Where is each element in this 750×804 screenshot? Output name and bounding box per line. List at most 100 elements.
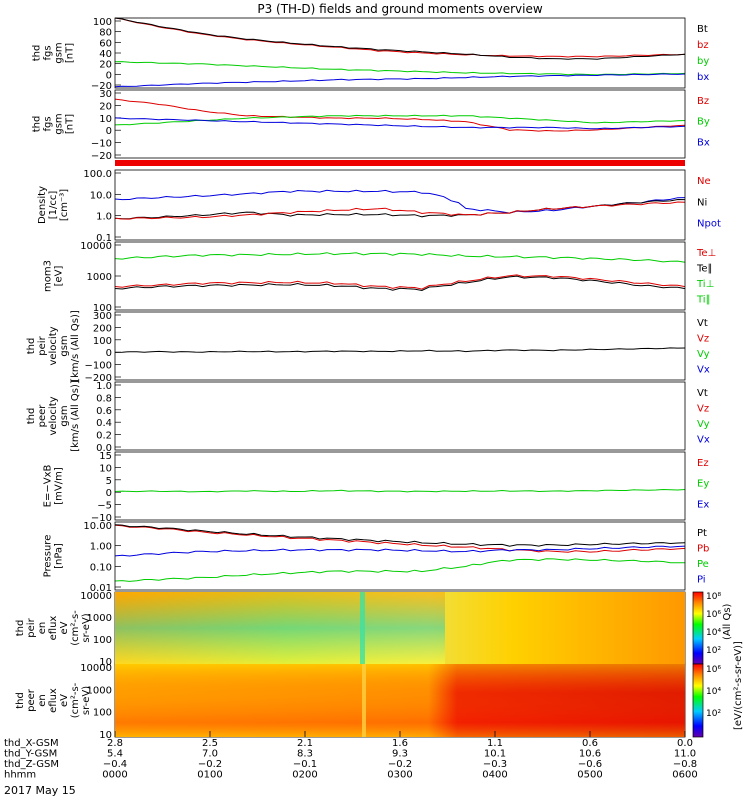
ephem-value: 0300 [387,770,412,781]
y-axis-label: [km/s (All Qs)] [70,310,81,382]
legend-Bt: Bt [697,24,708,35]
colorbar-electron [692,663,704,738]
y-tick-label: 0.8 [96,393,112,404]
legend-Bz: Bz [697,96,709,107]
legend-By: By [697,117,710,128]
y-tick-label: 1.00 [90,542,112,553]
legend-Vy: Vy [697,349,710,360]
y-tick-label: 1000 [87,685,112,696]
ephem-value: 9.3 [392,749,408,760]
series-Ni-line [114,198,686,220]
panel-frame [114,381,686,451]
y-axis-label: [nT] [65,114,76,134]
y-axis-label: en [37,694,48,707]
ephem-value: 0200 [292,770,317,781]
y-tick-label: −10 [91,139,112,150]
ephem-value: −0.6 [578,759,602,770]
y-tick-label: 10.0 [90,190,112,201]
ephem-value: 0.6 [582,738,598,749]
series-Ey-line [114,488,686,493]
y-axis-label: gsm [59,335,70,356]
y-axis-label: E=−VxB [43,465,54,508]
y-axis-label: [eV] [54,266,65,287]
y-tick-label: 10000 [80,591,112,602]
y-tick-label: 30 [99,89,112,100]
ephem-value: −0.8 [673,759,697,770]
y-axis-label: peir [26,617,37,637]
series-Pi-line [114,545,686,557]
y-tick-label: 100 [93,708,112,719]
ephem-value: 1.1 [487,738,503,749]
colorbar-ion [692,591,704,665]
y-axis-label: [nPa] [54,543,65,569]
y-axis-label: thd [15,620,26,637]
ephem-value: −0.4 [103,759,127,770]
legend-Vz: Vz [697,334,709,345]
y-axis-label: fgs [43,45,54,60]
colorbar-label-qs: (All Qs) [722,603,733,640]
ephem-value: −0.1 [293,759,317,770]
ephem-value: 0400 [482,770,507,781]
y-axis-label: (cm²-s- [70,682,81,718]
legend-Pt: Pt [697,528,707,539]
y-tick-label: 0.2 [96,431,112,442]
y-tick-label: −200 [85,373,112,384]
y-tick-label: −20 [91,151,112,162]
y-axis-label: velocity [48,396,59,435]
ephem-value: 7.0 [202,749,218,760]
y-tick-label: 20 [99,101,112,112]
y-tick-label: 0 [106,348,112,359]
ephem-label: hhmm [4,770,36,781]
series-Pb-line [114,524,686,553]
y-axis-label: Density [37,186,48,224]
y-axis-label: mom3 [43,260,54,292]
panel-4: 10000 1000 100 mom3 [eV] Te⊥ Te∥ Ti⊥ Ti∥ [43,241,717,314]
ephem-value: 0500 [577,770,602,781]
y-axis-label: en [37,622,48,635]
ephem-value: 5.4 [107,749,123,760]
y-tick-label: 10 [99,657,112,668]
legend-Vx: Vx [697,435,710,446]
y-tick-label: 20 [99,60,112,71]
y-tick-label: 0.0 [96,443,112,454]
y-axis-label: peer [26,688,37,712]
y-tick-label: 10 [99,730,112,741]
y-tick-label: 10000 [80,663,112,674]
ephemeris-table: thd_X-GSM 2.8 2.5 2.1 1.6 1.1 0.6 0.0 thd_Y-GSM 5… [4,731,698,781]
ephem-value: 11.0 [674,749,696,760]
y-axis-label: [cm⁻³] [59,189,70,221]
y-axis-label: thd [26,408,37,425]
legend-Vt: Vt [697,318,708,329]
series-Bx-line [114,117,686,130]
ephem-value: 2.5 [202,738,218,749]
y-tick-label: 100 [93,303,112,314]
y-tick-label: 80 [99,28,112,39]
y-tick-label: 0 [106,70,112,81]
y-axis-label: thd [32,116,43,133]
colorbar-label: [eV/(cm²-s-sr-eV)] [733,641,744,730]
series-Pe-line [114,558,685,582]
y-tick-label: 10 [99,114,112,125]
y-tick-label: −5 [97,501,112,512]
y-axis-label: gsm [54,113,65,134]
panel-frame [114,451,686,521]
legend-Vy: Vy [697,419,710,430]
legend-Ey: Ey [697,479,709,490]
ephem-label: thd_X-GSM [4,738,59,749]
y-tick-label: −10 [91,513,112,524]
panel-frame [114,241,686,311]
electron-spectrogram [115,664,685,737]
panel-3: 100.0 10.0 1.0 0.1 Density [1/cc] [cm⁻³] Ne Ni Np… [37,169,721,244]
chart-title: P3 (TH-D) fields and ground moments over… [257,2,542,16]
series-by-line [114,61,686,76]
ephem-value: 2.8 [107,738,123,749]
series-Bz-line [114,98,686,132]
legend-Te∥: Te∥ [696,264,713,275]
y-tick-label: 300 [93,311,112,322]
ephem-value: −0.2 [198,759,222,770]
legend-Vx: Vx [697,365,710,376]
y-axis-label: thd [32,45,43,62]
y-tick-label: 100.0 [83,169,112,180]
ephem-label: thd_Y-GSM [4,749,57,760]
flag-bar [115,160,685,166]
